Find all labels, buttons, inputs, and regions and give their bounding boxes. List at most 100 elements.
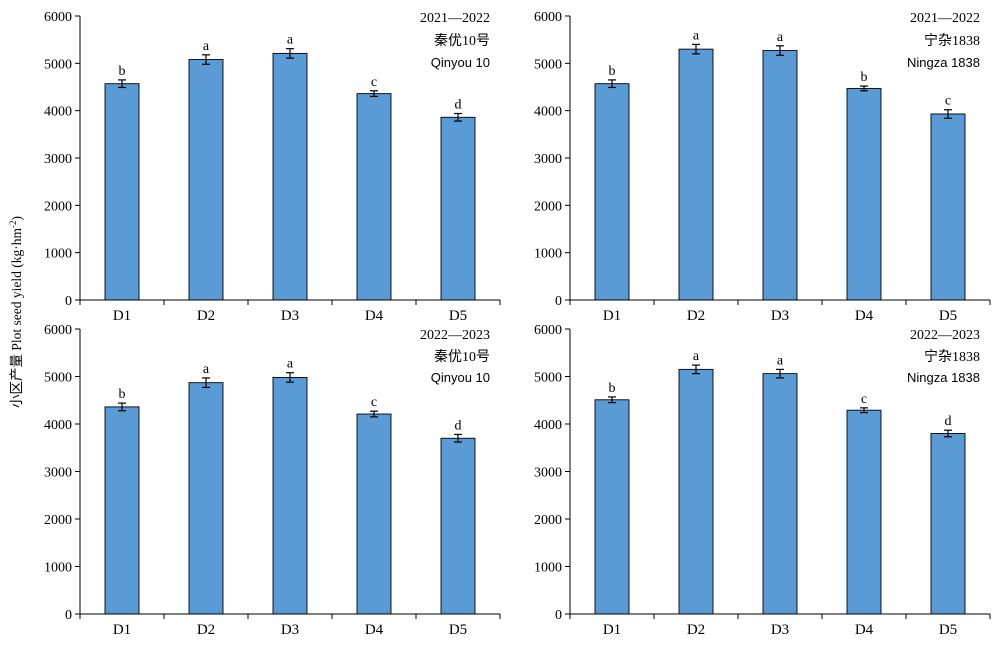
panel-4-bar-D3 xyxy=(762,373,798,615)
panel-3-error-bar-D5 xyxy=(454,433,462,443)
panel-4-y-tick-label-0: 0 xyxy=(555,608,562,623)
panel-2-y-tick-label-1000: 1000 xyxy=(534,247,562,262)
y-axis-label-text: 小区产量 Plot seed yield (kg·hm xyxy=(9,228,24,408)
panel-1-y-tick-label-0: 0 xyxy=(65,294,72,309)
panel-1-error-bar-D3 xyxy=(286,48,294,59)
panel-1-y-tick-label-3000: 3000 xyxy=(44,152,72,167)
panel-2-significance-letter-D1: b xyxy=(609,64,616,79)
panel-1-bar-D1 xyxy=(104,83,140,301)
panel-4-y-tick-label-1000: 1000 xyxy=(534,561,562,576)
panel-1-annotation-line-1: 2021—2022 xyxy=(420,11,490,26)
panel-4-annotation-line-1: 2022—2023 xyxy=(910,328,980,343)
panel-2-bar-D4 xyxy=(846,87,882,301)
panel-1-category-label-D5: D5 xyxy=(449,308,467,324)
panel-2-y-tick-label-0: 0 xyxy=(555,294,562,309)
panel-1: 0 1000 2000 3000 4000 5000 6000 b D1 a D2 a D3 c D4 d D5… xyxy=(44,10,501,324)
panel-2-annotation-line-2: 宁杂1838 xyxy=(924,32,980,49)
panel-4-significance-letter-D4: c xyxy=(861,392,867,407)
panel-4-error-bar-D2 xyxy=(692,364,700,375)
panel-1-error-bar-D5 xyxy=(454,112,462,122)
panel-4-category-label-D1: D1 xyxy=(603,622,621,638)
panel-3-significance-letter-D2: a xyxy=(203,362,210,377)
panel-3-category-label-D2: D2 xyxy=(197,622,215,638)
panel-3-category-label-D3: D3 xyxy=(281,622,299,638)
panel-2-y-tick-label-6000: 6000 xyxy=(534,10,562,25)
panel-3-error-bar-D4 xyxy=(370,410,378,418)
panel-4: 0 1000 2000 3000 4000 5000 6000 b D1 a D2 a D3 c D4 d D5… xyxy=(534,323,991,638)
panel-4-bar-D1 xyxy=(594,399,630,615)
panel-3-bar-D5 xyxy=(440,437,476,615)
panel-1-bar-D2 xyxy=(188,59,224,301)
panel-1-y-tick-label-5000: 5000 xyxy=(44,57,72,72)
panel-1-annotation-line-3: Qinyou 10 xyxy=(431,55,490,70)
panel-4-y-tick-label-5000: 5000 xyxy=(534,371,562,386)
panel-2-annotation-line-1: 2021—2022 xyxy=(910,11,980,26)
panel-2-category-label-D4: D4 xyxy=(855,308,874,324)
panel-1-y-tick-label-4000: 4000 xyxy=(44,105,72,120)
panel-1-error-bar-D1 xyxy=(118,79,126,89)
panel-1-bar-D5 xyxy=(440,116,476,301)
panel-1-bar-D3 xyxy=(272,52,308,301)
y-axis-label-suffix: ) xyxy=(9,216,24,221)
panel-1-significance-letter-D3: a xyxy=(287,33,294,48)
panel-2-significance-letter-D3: a xyxy=(777,30,784,45)
panel-1-category-label-D2: D2 xyxy=(197,308,215,324)
panel-3-annotation-line-2: 秦优10号 xyxy=(434,349,490,365)
panel-1-significance-letter-D2: a xyxy=(203,39,210,54)
panel-2-error-bar-D5 xyxy=(944,109,952,119)
panel-2-y-tick-label-4000: 4000 xyxy=(534,105,562,120)
panel-1-y-tick-label-2000: 2000 xyxy=(44,199,72,214)
panel-1-significance-letter-D1: b xyxy=(119,64,126,79)
panel-2-error-bar-D2 xyxy=(692,43,700,55)
panel-2-y-tick-label-2000: 2000 xyxy=(534,199,562,214)
panel-3: 0 1000 2000 3000 4000 5000 6000 b D1 a D2 a D3 c D4 d D5… xyxy=(44,323,501,638)
panel-3-y-tick-label-6000: 6000 xyxy=(44,323,72,338)
panel-3-bar-D2 xyxy=(188,382,224,615)
panel-4-y-tick-label-2000: 2000 xyxy=(534,513,562,528)
panel-1-category-label-D3: D3 xyxy=(281,308,299,324)
panel-3-category-label-D4: D4 xyxy=(365,622,384,638)
panel-2-significance-letter-D5: c xyxy=(945,94,951,109)
panel-3-y-tick-label-0: 0 xyxy=(65,608,72,623)
panel-2-error-bar-D3 xyxy=(776,45,784,56)
panel-2-bar-D1 xyxy=(594,83,630,301)
panel-3-y-tick-label-3000: 3000 xyxy=(44,466,72,481)
panel-1-significance-letter-D4: c xyxy=(371,75,377,90)
panel-2-error-bar-D1 xyxy=(608,79,616,89)
panel-3-error-bar-D3 xyxy=(286,372,294,383)
panel-4-significance-letter-D3: a xyxy=(777,353,784,368)
panel-1-category-label-D1: D1 xyxy=(113,308,131,324)
panel-3-bar-D1 xyxy=(104,406,140,615)
panel-2-category-label-D5: D5 xyxy=(939,308,957,324)
panel-3-error-bar-D1 xyxy=(118,402,126,412)
panel-2-annotation-line-3: Ningza 1838 xyxy=(907,55,980,70)
panel-3-significance-letter-D5: d xyxy=(455,418,462,433)
panel-2-category-label-D1: D1 xyxy=(603,308,621,324)
panel-2-category-label-D2: D2 xyxy=(687,308,705,324)
panel-3-bar-D4 xyxy=(356,413,392,615)
panel-3-category-label-D5: D5 xyxy=(449,622,467,638)
panel-3-y-tick-label-1000: 1000 xyxy=(44,561,72,576)
panel-3-y-tick-label-4000: 4000 xyxy=(44,418,72,433)
panel-2-bar-D2 xyxy=(678,48,714,301)
panel-4-significance-letter-D1: b xyxy=(609,381,616,396)
panel-3-y-tick-label-5000: 5000 xyxy=(44,371,72,386)
panel-4-bar-D2 xyxy=(678,368,714,615)
panel-4-bar-D5 xyxy=(930,433,966,615)
panel-4-error-bar-D4 xyxy=(860,407,868,414)
panel-4-category-label-D4: D4 xyxy=(855,622,874,638)
panel-3-annotation-line-1: 2022—2023 xyxy=(420,328,490,343)
panel-2: 0 1000 2000 3000 4000 5000 6000 b D1 a D2 a D3 b D4 c D5… xyxy=(534,10,991,324)
panel-4-significance-letter-D2: a xyxy=(693,349,700,364)
panel-3-significance-letter-D3: a xyxy=(287,357,294,372)
panel-4-error-bar-D3 xyxy=(776,368,784,379)
panel-4-annotation-line-3: Ningza 1838 xyxy=(907,370,980,385)
panel-3-error-bar-D2 xyxy=(202,377,210,389)
panel-1-bar-D4 xyxy=(356,93,392,301)
panel-3-annotation-line-3: Qinyou 10 xyxy=(431,370,490,385)
panel-2-y-tick-label-5000: 5000 xyxy=(534,57,562,72)
panel-2-category-label-D3: D3 xyxy=(771,308,789,324)
panel-4-y-tick-label-3000: 3000 xyxy=(534,466,562,481)
panel-4-y-tick-label-6000: 6000 xyxy=(534,323,562,338)
panel-1-category-label-D4: D4 xyxy=(365,308,384,324)
